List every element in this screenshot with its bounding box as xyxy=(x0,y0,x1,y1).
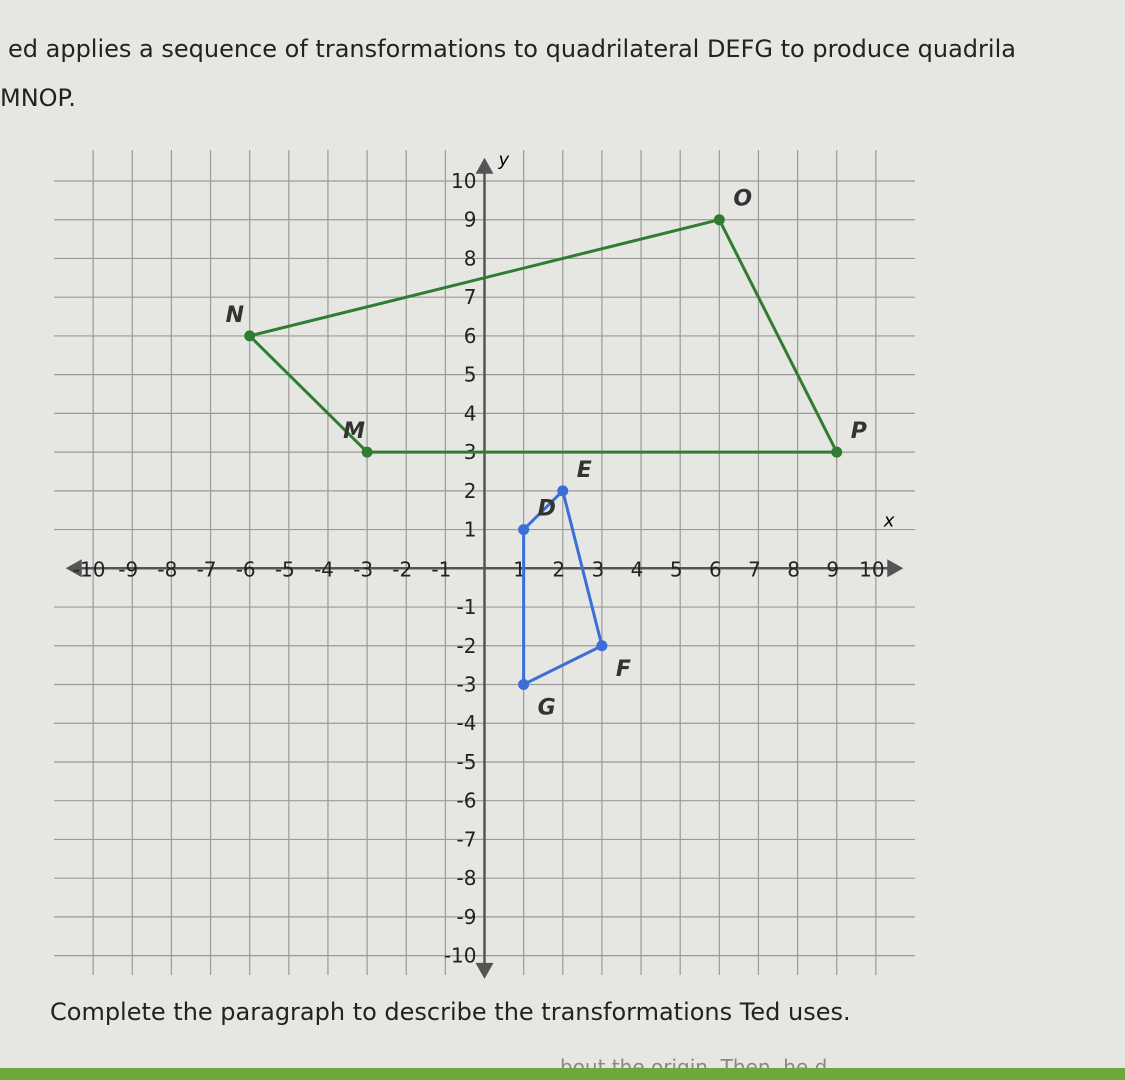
x-tick-label: 5 xyxy=(670,557,683,581)
vertex-label: N xyxy=(226,303,244,328)
x-tick-label: -6 xyxy=(236,557,256,581)
axis-arrow xyxy=(475,157,494,174)
y-tick-label: -5 xyxy=(457,750,477,774)
x-tick-label: 2 xyxy=(552,557,565,581)
y-tick-label: -6 xyxy=(457,789,477,813)
x-tick-label: 7 xyxy=(748,557,761,581)
x-tick-label: -2 xyxy=(392,557,412,581)
vertex xyxy=(518,679,530,691)
y-tick-label: 7 xyxy=(464,285,477,309)
vertex-label: G xyxy=(538,696,556,721)
x-axis-label: x xyxy=(883,510,895,531)
x-tick-label: -5 xyxy=(275,557,295,581)
x-tick-label: 8 xyxy=(787,557,800,581)
x-tick-label: 4 xyxy=(631,557,644,581)
x-tick-label: 9 xyxy=(826,557,839,581)
vertex-label: M xyxy=(343,419,365,444)
y-tick-label: 5 xyxy=(464,363,477,387)
y-tick-label: -9 xyxy=(457,905,477,929)
x-tick-label: -4 xyxy=(314,557,334,581)
vertex-label: P xyxy=(851,419,867,444)
vertex-label: E xyxy=(577,458,592,483)
vertex xyxy=(244,330,256,342)
intro-text: ed applies a sequence of transformations… xyxy=(8,35,1016,63)
y-tick-label: -3 xyxy=(457,673,477,697)
vertex xyxy=(596,640,608,652)
y-tick-label: -2 xyxy=(457,634,477,658)
vertex-label: D xyxy=(538,497,556,522)
y-tick-label: -7 xyxy=(457,827,477,851)
vertex-label: O xyxy=(733,187,752,212)
x-tick-label: -8 xyxy=(157,557,177,581)
y-tick-label: 10 xyxy=(451,169,476,193)
vertex xyxy=(831,446,843,458)
x-tick-label: 10 xyxy=(859,557,884,581)
y-tick-label: 9 xyxy=(464,208,477,232)
vertex xyxy=(713,214,725,226)
prompt: Complete the paragraph to describe the t… xyxy=(50,998,851,1026)
x-tick-label: -7 xyxy=(197,557,217,581)
y-tick-label: 6 xyxy=(464,324,477,348)
x-tick-label: 6 xyxy=(709,557,722,581)
vertex xyxy=(557,485,569,497)
plot: xy-10 -9 -8 -7 -6 -5 -4 -3 -2 -1 1 2 3 4 5 6 7 8 9 10-10-9-… xyxy=(54,149,915,979)
axis-arrow xyxy=(475,962,494,979)
y-tick-label: -1 xyxy=(457,595,477,619)
y-tick-label: 1 xyxy=(464,518,477,542)
y-tick-label: 8 xyxy=(464,246,477,270)
y-tick-label: -10 xyxy=(444,944,477,968)
vertex-label: F xyxy=(616,657,631,682)
y-tick-label: 2 xyxy=(464,479,477,503)
vertex xyxy=(518,524,530,536)
x-tick-label: -10 xyxy=(73,557,106,581)
vertex xyxy=(361,446,373,458)
x-tick-label: -9 xyxy=(118,557,138,581)
x-tick-label: -1 xyxy=(431,557,451,581)
y-axis-label: y xyxy=(498,149,510,170)
axis-arrow xyxy=(65,559,82,578)
intro-text-end: MNOP. xyxy=(0,84,76,112)
axis-arrow xyxy=(887,559,904,578)
x-tick-label: -3 xyxy=(353,557,373,581)
x-tick-label: 3 xyxy=(592,557,605,581)
y-tick-label: -8 xyxy=(457,866,477,890)
footer-bar xyxy=(0,1068,1125,1080)
y-tick-label: 4 xyxy=(464,401,477,425)
y-tick-label: -4 xyxy=(457,711,477,735)
